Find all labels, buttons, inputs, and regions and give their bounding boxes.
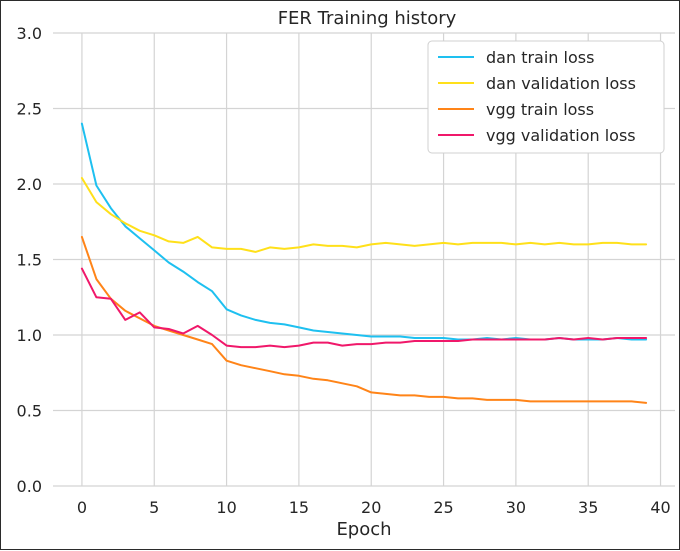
legend-frame [427, 40, 665, 154]
x-tick-label: 40 [650, 498, 670, 517]
y-tick-label: 0.0 [17, 477, 42, 496]
x-tick-label: 25 [433, 498, 453, 517]
y-tick-label: 2.5 [17, 100, 42, 119]
x-tick-label: 20 [361, 498, 381, 517]
series-lines [80, 122, 648, 404]
x-tick-label: 15 [289, 498, 309, 517]
legend-label: vgg train loss [486, 100, 594, 119]
y-tick-label: 1.5 [17, 251, 42, 270]
y-tick-label: 1.0 [17, 326, 42, 345]
series-line-vgg-validation-loss [80, 267, 648, 349]
y-tick-label: 0.5 [17, 402, 42, 421]
y-tick-label: 3.0 [17, 24, 42, 43]
tick-labels: 0 5 10 15 20 25 30 35 40 0.0 0.5 1.0 1.5 2.0 2.5 3.0 [17, 24, 671, 517]
x-tick-label: 35 [578, 498, 598, 517]
series-line-dan-validation-loss [80, 177, 648, 253]
legend-label: dan train loss [486, 48, 594, 67]
y-tick-label: 2.0 [17, 175, 42, 194]
x-axis-label: Epoch [336, 519, 391, 540]
legend-label: dan validation loss [486, 74, 636, 93]
legend-label: vgg validation loss [486, 126, 636, 145]
series-line-vgg-train-loss [80, 235, 648, 404]
series-line-dan-train-loss [80, 122, 648, 341]
x-tick-label: 0 [77, 498, 87, 517]
x-tick-label: 10 [216, 498, 236, 517]
legend: dan train loss dan validation loss vgg tra… [427, 40, 665, 154]
x-tick-label: 5 [149, 498, 159, 517]
x-tick-label: 30 [506, 498, 526, 517]
chart-title: FER Training history [278, 8, 457, 29]
